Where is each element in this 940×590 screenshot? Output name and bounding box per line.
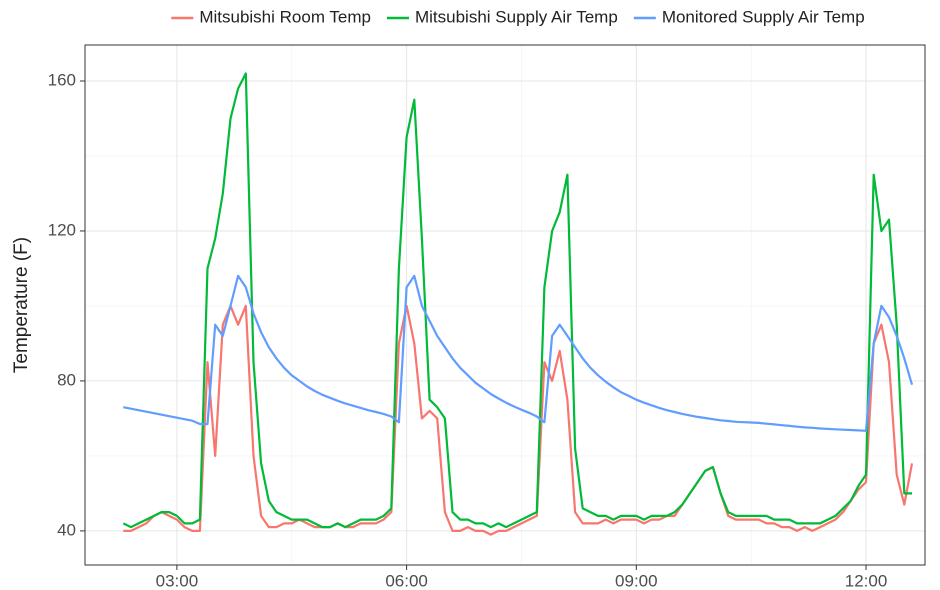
x-tick-label: 06:00	[385, 571, 428, 590]
line	[123, 274, 914, 432]
y-tick-label: 80	[57, 370, 76, 389]
x-tick-label: 09:00	[615, 571, 658, 590]
plot-border	[84, 44, 926, 566]
x-tick-label: 12:00	[845, 571, 888, 590]
y-tick-label: 120	[48, 220, 76, 239]
legend-label: Monitored Supply Air Temp	[662, 7, 865, 26]
legend-label: Mitsubishi Room Temp	[199, 7, 371, 26]
y-tick-label: 40	[57, 520, 76, 539]
y-tick-label: 160	[48, 70, 76, 89]
y-axis-label: Temperature (F)	[11, 237, 32, 373]
legend: Mitsubishi Room Temp Mitsubishi Supply Ai…	[171, 7, 865, 26]
line	[122, 72, 912, 529]
line	[123, 304, 914, 536]
x-tick-label: 03:00	[156, 571, 199, 590]
legend-label: Mitsubishi Supply Air Temp	[415, 7, 618, 26]
